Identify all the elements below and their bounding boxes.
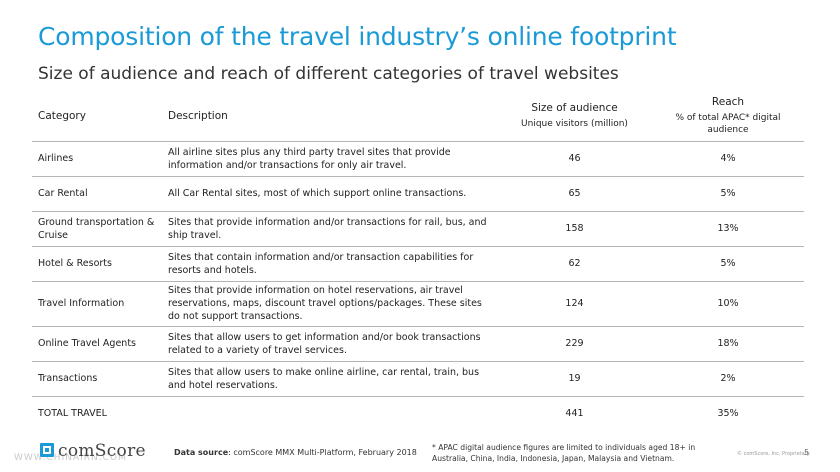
- row-category: Online Travel Agents: [32, 326, 162, 362]
- table-total-row: TOTAL TRAVEL 441 35%: [32, 396, 804, 431]
- table-row: Transactions Sites that allow users to m…: [32, 361, 804, 397]
- row-category: Airlines: [32, 141, 162, 177]
- row-description: Sites that provide information and/or tr…: [162, 211, 497, 247]
- table-row: Online Travel Agents Sites that allow us…: [32, 326, 804, 362]
- table-row: Travel Information Sites that provide in…: [32, 281, 804, 327]
- row-reach: 2%: [652, 361, 804, 397]
- header-size-title: Size of audience: [531, 102, 618, 115]
- row-category: Ground transportation & Cruise: [32, 211, 162, 247]
- comscore-logo: WWW.CHINAIRN.COM comScore: [14, 441, 164, 467]
- total-size: 441: [565, 408, 584, 420]
- row-reach: 13%: [652, 211, 804, 247]
- page-title: Composition of the travel industry’s onl…: [38, 22, 677, 51]
- row-reach: 4%: [652, 141, 804, 177]
- row-description: Sites that contain information and/or tr…: [162, 246, 497, 282]
- page-subtitle: Size of audience and reach of different …: [38, 64, 619, 84]
- copyright: © comScore, Inc. Proprietary.: [737, 451, 811, 457]
- row-reach: 18%: [652, 326, 804, 362]
- row-size: 124: [497, 281, 652, 327]
- row-category: Transactions: [32, 361, 162, 397]
- header-category: Category: [32, 92, 162, 142]
- source-text: : comScore MMX Multi-Platform, February …: [228, 448, 417, 457]
- table-header-row: Category Description Size of audience Un…: [32, 92, 804, 142]
- row-description: Sites that allow users to get informatio…: [162, 326, 497, 362]
- total-description: [162, 396, 497, 431]
- table-row: Hotel & Resorts Sites that contain infor…: [32, 246, 804, 282]
- row-description: Sites that allow users to make online ai…: [162, 361, 497, 397]
- row-category: Car Rental: [32, 176, 162, 212]
- row-category: Travel Information: [32, 281, 162, 327]
- source-label: Data source: [174, 448, 229, 457]
- header-reach-sub: % of total APAC* digital audience: [675, 113, 781, 136]
- row-reach: 10%: [652, 281, 804, 327]
- data-source: Data source: comScore MMX Multi-Platform…: [174, 448, 417, 457]
- row-size: 19: [497, 361, 652, 397]
- total-category: TOTAL TRAVEL: [38, 408, 107, 420]
- header-description: Description: [162, 92, 497, 142]
- header-reach-title: Reach: [711, 96, 745, 109]
- row-size: 229: [497, 326, 652, 362]
- row-size: 62: [497, 246, 652, 282]
- footnote: * APAC digital audience figures are limi…: [432, 443, 696, 463]
- table-row: Airlines All airline sites plus any thir…: [32, 141, 804, 177]
- row-size: 65: [497, 176, 652, 212]
- row-reach: 5%: [652, 176, 804, 212]
- row-description: All Car Rental sites, most of which supp…: [162, 176, 497, 212]
- table-row: Car Rental All Car Rental sites, most of…: [32, 176, 804, 212]
- row-reach: 5%: [652, 246, 804, 282]
- watermark-text: WWW.CHINAIRN.COM: [14, 453, 127, 463]
- row-size: 46: [497, 141, 652, 177]
- header-reach: Reach % of total APAC* digital audience: [652, 92, 804, 142]
- comscore-cube-icon: [40, 443, 54, 457]
- row-description: Sites that provide information on hotel …: [162, 281, 497, 327]
- total-reach: 35%: [717, 408, 739, 420]
- header-size: Size of audience Unique visitors (millio…: [497, 92, 652, 142]
- logo-wordmark: comScore: [58, 441, 146, 461]
- row-category: Hotel & Resorts: [32, 246, 162, 282]
- row-size: 158: [497, 211, 652, 247]
- row-description: All airline sites plus any third party t…: [162, 141, 497, 177]
- table-row: Ground transportation & Cruise Sites tha…: [32, 211, 804, 247]
- travel-categories-table: Category Description Size of audience Un…: [32, 92, 804, 431]
- page-number: 5: [804, 448, 810, 457]
- header-size-sub: Unique visitors (million): [521, 119, 628, 130]
